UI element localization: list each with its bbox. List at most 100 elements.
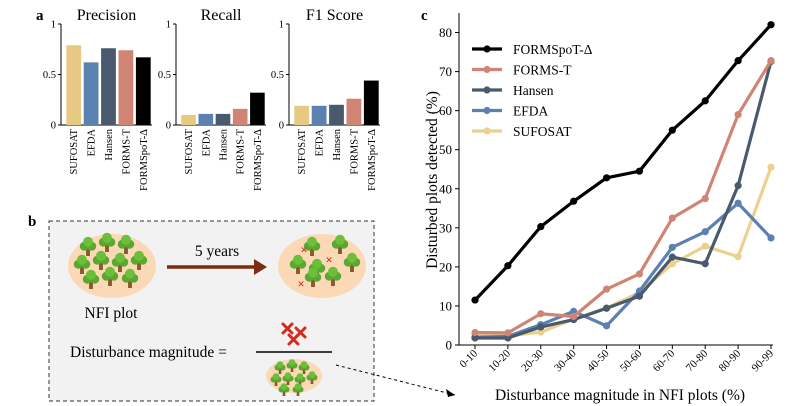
nfi-plot-label: NFI plot: [85, 305, 139, 322]
y-tick-label: 10: [439, 298, 452, 313]
y-tick-label: 0: [51, 121, 56, 132]
data-point: [734, 199, 742, 207]
x-tick-label: Hansen: [332, 128, 343, 160]
y-tick-label: 1: [166, 20, 171, 31]
cross-icon: ✕: [297, 280, 305, 290]
series-line: [474, 201, 773, 339]
legend-marker: [483, 86, 491, 94]
cross-icon: [281, 322, 307, 346]
tree-icon: [306, 371, 318, 384]
legend-label: SUFOSAT: [513, 124, 572, 139]
x-tick-label: FORMS-T: [121, 128, 132, 174]
bar: [118, 50, 134, 126]
legend-marker: [483, 45, 491, 53]
data-point: [471, 328, 479, 337]
tree-icon: [294, 373, 306, 386]
legend-label: EFDA: [513, 104, 549, 119]
bar: [83, 62, 99, 125]
bar-chart-title: Precision: [77, 7, 137, 24]
y-tick-label: 0.5: [158, 70, 171, 81]
bar: [363, 80, 379, 125]
y-tick-label: 1: [51, 20, 56, 31]
data-point: [668, 253, 676, 261]
y-tick-label: 0.5: [43, 70, 56, 81]
bar: [215, 113, 231, 125]
x-tick-label: 20-30: [519, 347, 546, 374]
bar-chart-1: Recall 0 0.5 1 SUFOSAT EFDA Hansen FORMS-T FORMS…: [158, 7, 266, 191]
tree-icon: [82, 269, 100, 289]
tree-icon: [117, 234, 135, 254]
bar: [101, 48, 116, 125]
data-point: [635, 292, 644, 300]
x-tick-label: FORMS-T: [349, 128, 360, 174]
tree-icon: [73, 254, 91, 274]
y-axis-label: Disturbed plots detected (%): [424, 91, 441, 269]
x-tick-label: EFDA: [315, 129, 326, 157]
data-point: [701, 228, 709, 236]
tree-icon: [298, 361, 310, 374]
x-tick-label: 90-99: [749, 347, 776, 374]
data-point: [767, 163, 775, 171]
tree-icon: [92, 250, 110, 270]
bar-chart-title: Recall: [201, 7, 242, 24]
tree-icon: [278, 383, 290, 396]
legend: FORMSpoT-Δ FORMS-T Hansen EFDA SUFOSAT: [472, 42, 593, 139]
y-tick-label: 70: [439, 64, 452, 79]
data-point: [504, 334, 512, 342]
data-point: [570, 312, 578, 321]
bar-chart-group: Precision 0 0.5 1 SUFOSAT EFDA Hansen FORMS-T FO…: [43, 7, 380, 191]
tree-icon: [343, 252, 361, 272]
data-point: [635, 270, 644, 278]
x-tick-label: 30-40: [552, 347, 579, 374]
time-arrow-head: [254, 259, 267, 275]
y-tick-label: 20: [439, 259, 452, 274]
data-point: [537, 310, 545, 318]
panel-label-b: b: [28, 214, 36, 230]
data-point: [471, 334, 479, 342]
data-point: [537, 328, 545, 336]
data-point: [668, 243, 676, 251]
data-point: [635, 167, 644, 175]
tree-icon: [331, 234, 349, 254]
series-line: [474, 59, 773, 335]
y-tick-label: 40: [439, 181, 452, 196]
x-tick-label: EFDA: [87, 129, 98, 157]
x-tick-label: 80-90: [717, 347, 744, 374]
bar-chart-2: F1 Score 0 0.5 1 SUFOSAT EFDA Hansen FORMS-T FOR…: [271, 7, 380, 191]
cross-icon: ✕: [325, 256, 333, 266]
bar: [250, 92, 265, 125]
x-axis-label: Disturbance magnitude in NFI plots (%): [495, 387, 745, 404]
formula-label: Disturbance magnitude =: [70, 344, 227, 361]
x-tick-label: 40-50: [585, 347, 612, 374]
y-tick-label: 0: [446, 338, 453, 353]
data-point: [668, 260, 676, 268]
tree-icon: [286, 359, 298, 372]
data-point: [504, 329, 512, 337]
data-point: [767, 21, 775, 29]
bar: [181, 114, 196, 125]
data-point: [767, 234, 775, 242]
tree-icon: [274, 361, 286, 374]
tree-icon: [282, 372, 294, 385]
cross-icon: ✕: [300, 246, 308, 256]
x-tick-label: FORMSpoT-Δ: [253, 129, 264, 191]
panel-label-c: c: [421, 8, 428, 24]
tree-cluster-left: [73, 232, 148, 289]
legend-label: FORMS-T: [513, 63, 572, 78]
data-point: [602, 322, 611, 330]
data-point: [701, 242, 709, 250]
years-label: 5 years: [195, 243, 239, 260]
tree-cluster-right: ✕ ✕ ✕: [289, 234, 361, 290]
x-tick-label: 60-70: [651, 347, 678, 374]
x-tick-label: FORMSpoT-Δ: [367, 129, 378, 191]
y-tick-label: 0: [166, 121, 171, 132]
bar: [198, 113, 214, 125]
x-tick-label: SUFOSAT: [184, 128, 195, 174]
data-point: [734, 253, 742, 261]
data-point: [570, 197, 578, 205]
tree-icon: [270, 373, 282, 386]
bar-chart-0: Precision 0 0.5 1 SUFOSAT EFDA Hansen FORMS-T FO…: [43, 7, 152, 191]
x-tick-label: 10-20: [486, 347, 513, 374]
tree-icon: [289, 254, 307, 274]
x-tick-label: FORMS-T: [236, 128, 247, 174]
